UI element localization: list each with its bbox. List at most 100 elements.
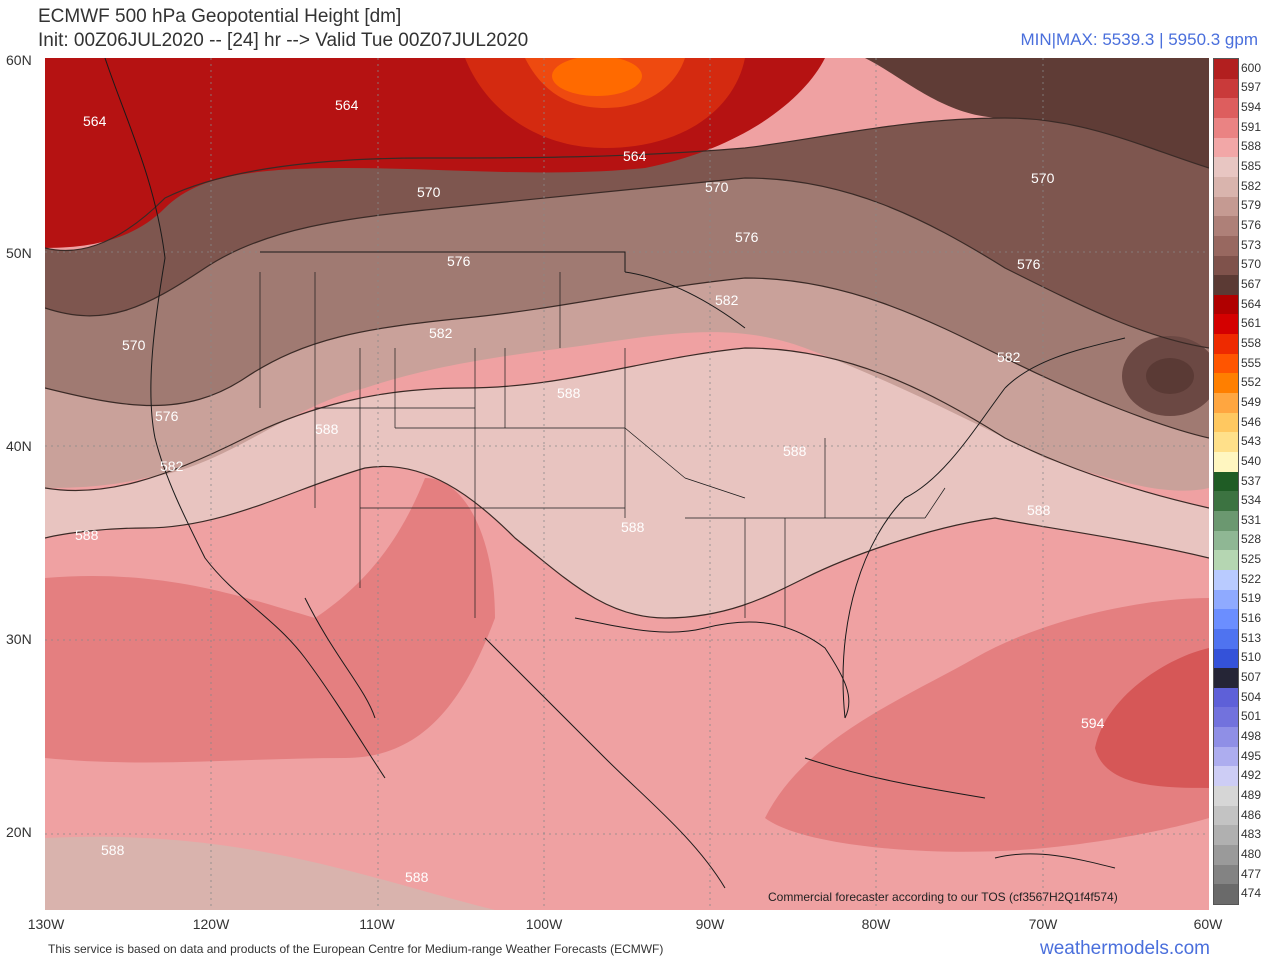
colorbar-swatch [1214,393,1238,414]
colorbar-level-label: 600 [1241,60,1262,75]
band-555 [552,58,642,96]
colorbar-swatch [1214,845,1238,866]
colorbar-level-label: 585 [1241,159,1262,174]
colorbar-level-label: 474 [1241,886,1262,901]
colorbar-swatch [1214,491,1238,512]
colorbar-level-label: 552 [1241,375,1262,390]
lon-label-120w: 120W [192,916,230,932]
low-pressure-core [1146,358,1194,394]
colorbar-level-label: 594 [1241,100,1262,115]
map-canvas: 564 564 564 570 570 570 576 576 576 582 … [45,58,1209,910]
colorbar-swatch [1214,353,1238,374]
map-title: ECMWF 500 hPa Geopotential Height [dm] [38,6,402,27]
colorbar-level-label: 492 [1241,768,1262,783]
colorbar-swatch [1214,550,1238,571]
contour-label: 582 [429,325,453,341]
colorbar-swatch [1214,432,1238,453]
map-subtitle: Init: 00Z06JUL2020 -- [24] hr --> Valid … [38,30,529,51]
colorbar-level-label: 567 [1241,276,1262,291]
colorbar-swatch [1214,255,1238,276]
colorbar-level-label: 489 [1241,787,1262,802]
colorbar-swatch [1214,196,1238,217]
colorbar-swatch [1214,589,1238,610]
colorbar-swatch [1214,825,1238,846]
lat-label-50n: 50N [6,245,32,261]
colorbar-swatch [1214,884,1238,905]
colorbar-level-label: 573 [1241,237,1262,252]
contour-label: 588 [621,519,645,535]
contour-label: 564 [83,113,107,129]
contour-label: 588 [783,443,807,459]
lon-label-130w: 130W [27,916,65,932]
contour-label: 576 [155,408,179,424]
colorbar-level-label: 549 [1241,394,1262,409]
lon-label-100w: 100W [525,916,563,932]
colorbar-swatch [1214,137,1238,158]
colorbar-level-label: 501 [1241,709,1262,724]
colorbar-level-label: 477 [1241,866,1262,881]
colorbar-level-label: 534 [1241,493,1262,508]
colorbar-swatch [1214,510,1238,532]
contour-label-group: 564 564 564 570 570 570 576 576 576 582 … [75,97,1105,885]
contour-label: 570 [705,179,729,195]
contour-label: 570 [1031,170,1055,186]
colorbar-level-label: 519 [1241,591,1262,606]
lon-label-80w: 80W [861,916,891,932]
contour-label: 582 [160,458,184,474]
contour-label: 564 [335,97,359,113]
colorbar-swatch [1214,648,1238,669]
colorbar-level-label: 537 [1241,473,1262,488]
colorbar-level-label: 531 [1241,512,1262,527]
license-watermark: Commercial forecaster according to our T… [768,890,1118,904]
band-594-west [45,478,495,763]
colorbar-swatch [1214,373,1238,394]
colorbar-level-label: 564 [1241,296,1262,311]
colorbar-swatch [1214,530,1238,551]
attribution-footer: This service is based on data and produc… [48,942,664,956]
colorbar-swatch [1214,98,1238,119]
colorbar-level-label: 507 [1241,670,1262,684]
lat-label-40n: 40N [6,438,32,454]
colorbar-level-label: 582 [1241,178,1262,193]
brand-link[interactable]: weathermodels.com [1039,938,1210,959]
colorbar-level-label: 588 [1241,139,1262,154]
contour-label: 564 [623,148,647,164]
colorbar-swatch [1214,668,1238,689]
contour-label: 588 [405,869,429,885]
band-582 [45,278,1209,491]
colorbar-level-label: 570 [1241,257,1262,272]
lon-label-70w: 70W [1028,916,1058,932]
contour-label: 582 [997,349,1021,365]
band-588 [45,348,1209,618]
colorbar-swatch [1214,157,1238,178]
colorbar-level-label: 510 [1241,650,1262,665]
contour-label: 588 [101,842,125,858]
coastlines-borders [104,58,1126,889]
colorbar-level-label: 543 [1241,434,1262,449]
band-594-east [765,598,1209,852]
colorbar-swatch [1214,294,1238,315]
contour-label: 576 [735,229,759,245]
colorbar [1213,58,1239,905]
lat-label-30n: 30N [6,631,32,647]
colorbar-swatch [1214,687,1238,708]
contour-label: 588 [557,385,581,401]
colorbar-swatch [1214,628,1238,650]
colorbar-level-label: 495 [1241,748,1262,763]
contour-label: 570 [417,184,441,200]
contour-label: 588 [315,421,339,437]
band-585-south [45,836,495,910]
colorbar-swatch [1214,412,1238,433]
band-597-east [1095,648,1209,788]
contour-label: 576 [1017,256,1041,272]
contour-label: 576 [447,253,471,269]
colorbar-level-label: 528 [1241,532,1262,547]
colorbar-swatch [1214,727,1238,748]
colorbar-swatch [1214,78,1238,99]
colorbar-swatch [1214,569,1238,591]
colorbar-level-label: 516 [1241,611,1262,626]
band-570 [45,118,1209,348]
colorbar-level-label: 546 [1241,414,1262,429]
colorbar-swatch [1214,609,1238,630]
colorbar-swatch [1214,766,1238,787]
